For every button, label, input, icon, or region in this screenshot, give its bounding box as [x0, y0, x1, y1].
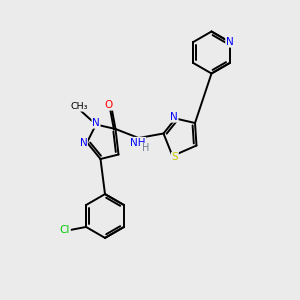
Text: N: N	[92, 118, 100, 128]
Text: Cl: Cl	[60, 225, 70, 235]
Text: O: O	[104, 100, 113, 110]
Text: H: H	[142, 143, 149, 154]
Text: N: N	[80, 137, 87, 148]
Text: N: N	[170, 112, 178, 122]
Text: CH₃: CH₃	[71, 102, 88, 111]
Text: NH: NH	[130, 137, 146, 148]
Text: N: N	[226, 37, 234, 47]
Text: S: S	[172, 152, 178, 163]
